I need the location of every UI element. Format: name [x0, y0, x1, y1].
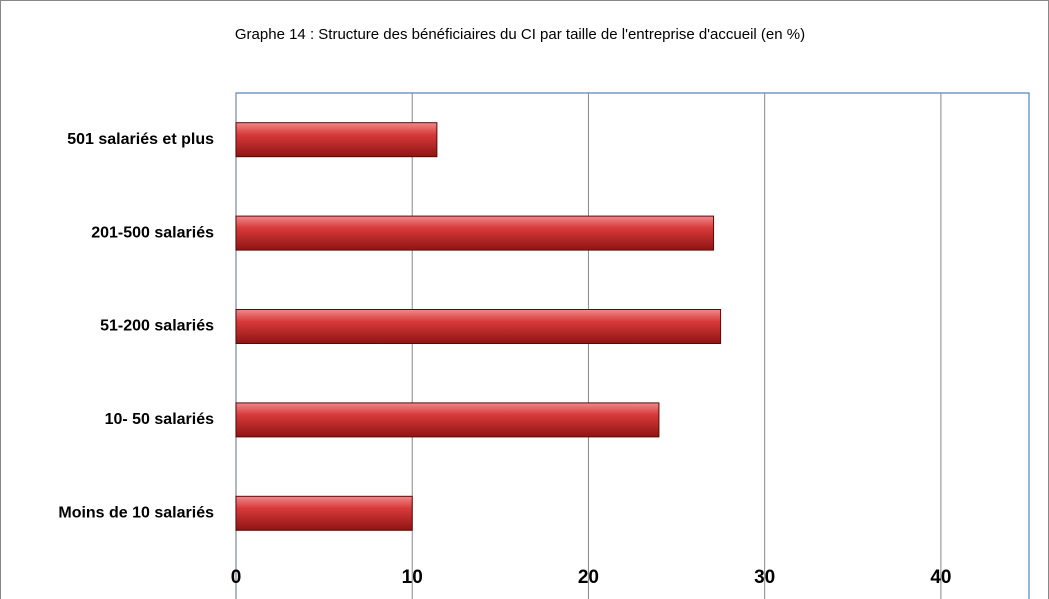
bar [235, 309, 722, 344]
x-tick-label: 0 [231, 567, 242, 588]
y-tick-label: 201-500 salariés [91, 224, 214, 241]
x-tick-label: 40 [930, 567, 951, 588]
y-tick-label: 501 salariés et plus [67, 131, 214, 148]
y-tick-label: 51-200 salariés [100, 318, 214, 335]
bar [235, 122, 438, 158]
y-tick-label: 10- 50 salariés [105, 411, 215, 428]
bar [235, 402, 660, 438]
x-tick-label: 30 [754, 567, 775, 588]
x-tick-label: 20 [578, 567, 599, 588]
bar [235, 495, 413, 531]
y-tick-label: Moins de 10 salariés [58, 505, 214, 522]
bar [235, 215, 715, 251]
chart-title: Graphe 14 : Structure des bénéficiaires … [235, 26, 805, 43]
x-tick-label: 10 [402, 567, 423, 588]
